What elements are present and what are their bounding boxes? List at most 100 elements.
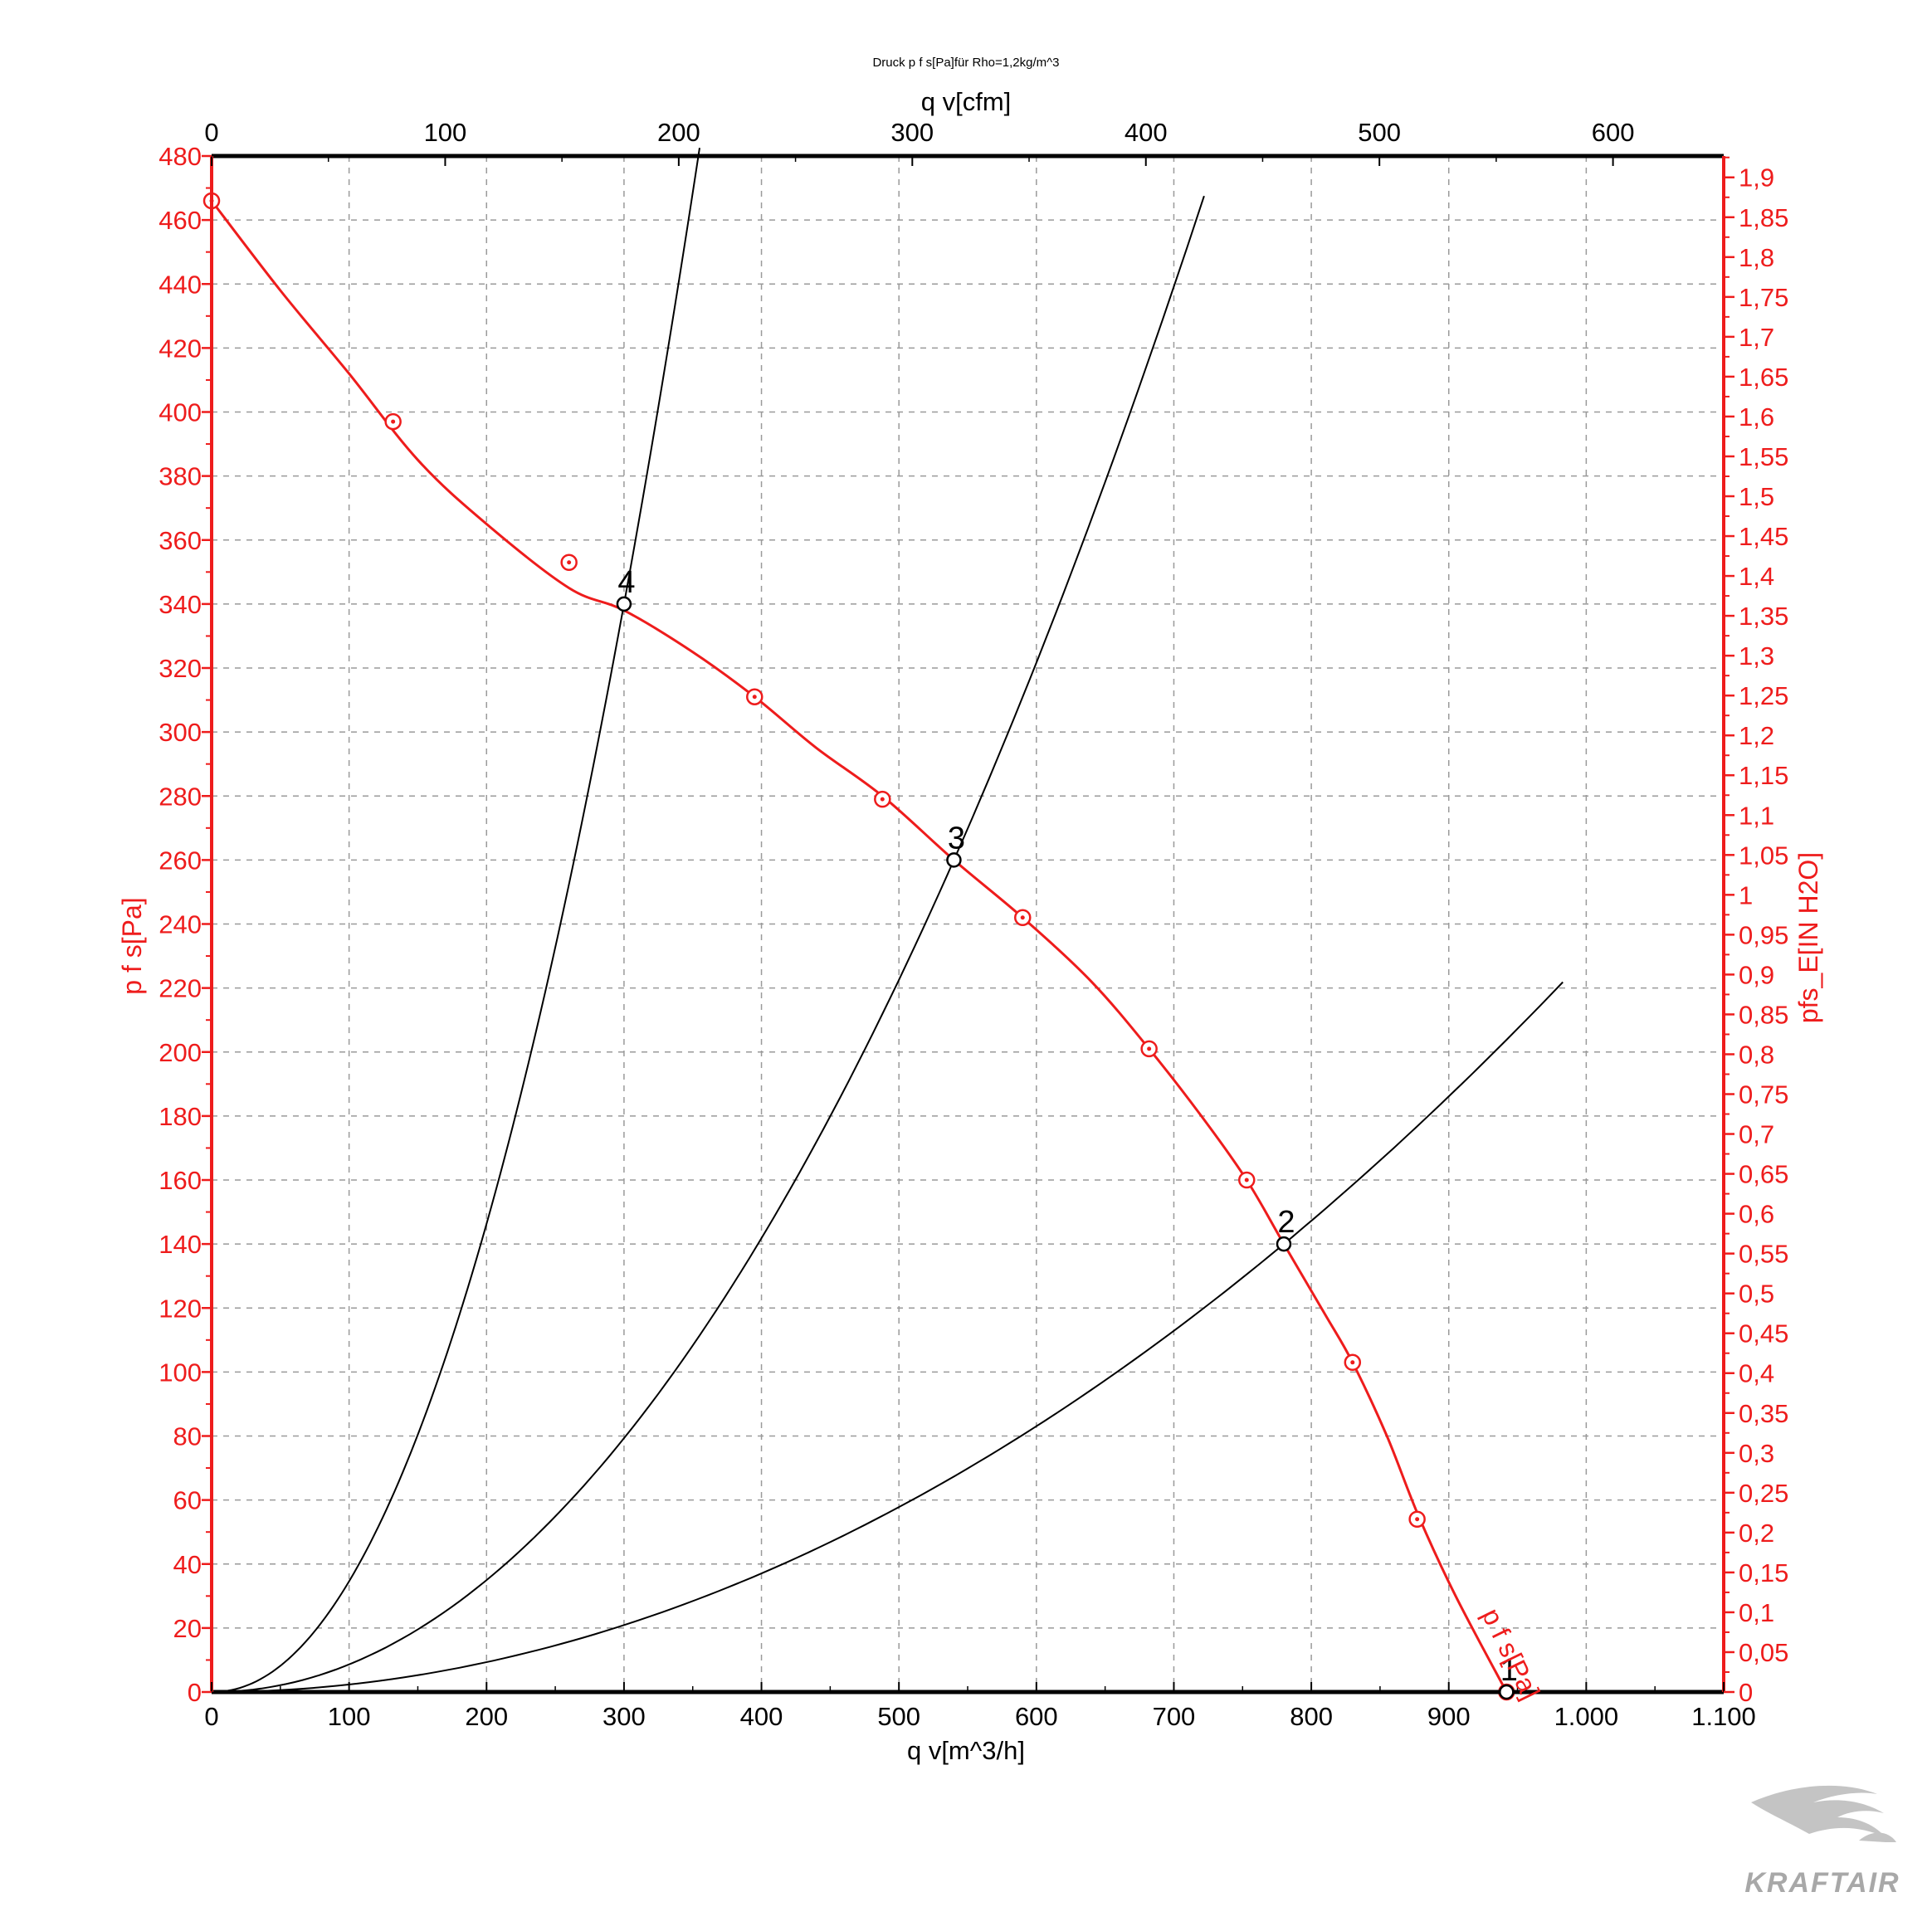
y-tick-label: 180 (159, 1102, 202, 1131)
operating-point-label: 2 (1277, 1205, 1295, 1240)
y2-tick-label: 0,05 (1739, 1638, 1788, 1667)
y-tick-label: 280 (159, 782, 202, 811)
y-tick-label: 200 (159, 1038, 202, 1067)
y2-tick-label: 1,9 (1739, 163, 1774, 193)
fan-curve-line (210, 200, 1508, 1693)
y2-tick-label: 0,1 (1739, 1598, 1774, 1627)
y2-tick-label: 0,3 (1739, 1439, 1774, 1468)
y2-tick-label: 0,9 (1739, 960, 1774, 989)
x2-tick-label: 100 (424, 118, 467, 147)
operating-points: 1 2 3 4 (616, 565, 1518, 1700)
y2-tick-label: 0,7 (1739, 1120, 1774, 1149)
y-tick-label: 480 (159, 142, 202, 171)
axes (202, 154, 1734, 1695)
y2-tick-label: 1,85 (1739, 203, 1788, 232)
system-curves (211, 148, 1564, 1693)
x2-tick-label: 500 (1358, 118, 1401, 147)
y2-tick-label: 0,8 (1739, 1040, 1774, 1069)
y2-tick-label: 0,75 (1739, 1080, 1788, 1109)
grid (212, 156, 1724, 1692)
y-tick-label: 300 (159, 718, 202, 747)
x-tick-label: 0 (204, 1702, 218, 1731)
system-curve-4 (211, 148, 700, 1693)
x2-tick-label: 600 (1592, 118, 1635, 147)
y-tick-label: 120 (159, 1294, 202, 1323)
y2-tick-label: 1,75 (1739, 283, 1788, 312)
y-tick-label: 160 (159, 1166, 202, 1195)
y-tick-label: 340 (159, 590, 202, 619)
fan-curve-marker-dot (1244, 1178, 1249, 1182)
y2-tick-label: 1,15 (1739, 761, 1788, 790)
y2-tick-label: 0,6 (1739, 1200, 1774, 1229)
y2-tick-label: 1,35 (1739, 602, 1788, 631)
x-tick-label: 900 (1427, 1702, 1471, 1731)
y2-tick-label: 1,7 (1739, 323, 1774, 352)
y2-tick-label: 1,8 (1739, 243, 1774, 272)
y-tick-label: 100 (159, 1358, 202, 1387)
fan-curve-marker-dot (1147, 1046, 1152, 1051)
chart-title: Druck p f s[Pa]für Rho=1,2kg/m^3 (872, 56, 1059, 70)
system-curve-3 (211, 195, 1205, 1693)
y-tick-label: 460 (159, 206, 202, 235)
y2-tick-label: 0,55 (1739, 1240, 1788, 1269)
y-tick-label: 360 (159, 526, 202, 555)
y-tick-label: 400 (159, 398, 202, 427)
x2-axis-label: q v[cfm] (921, 87, 1012, 116)
fan-curve-marker-dot (567, 560, 572, 565)
y2-tick-label: 1,3 (1739, 641, 1774, 670)
x-tick-label: 400 (740, 1702, 783, 1731)
y2-axis-label: pfs_E[IN H2O] (1793, 852, 1823, 1023)
y2-tick-label: 0,2 (1739, 1519, 1774, 1548)
y2-tick-label: 0,5 (1739, 1280, 1774, 1309)
y2-tick-label: 1,65 (1739, 363, 1788, 392)
x-tick-label: 700 (1153, 1702, 1196, 1731)
x2-tick-label: 300 (890, 118, 934, 147)
logo-text: KRAFTAIR (1744, 1867, 1900, 1899)
y-tick-label: 240 (159, 910, 202, 939)
y-tick-label: 0 (188, 1678, 202, 1707)
y2-tick-label: 0,35 (1739, 1399, 1788, 1428)
fan-curve-group (202, 192, 1515, 1701)
y2-tick-label: 1,2 (1739, 721, 1774, 750)
x-tick-label: 500 (877, 1702, 920, 1731)
y-tick-label: 40 (173, 1550, 202, 1579)
operating-point-2 (1276, 1236, 1292, 1252)
logo-swoosh-icon (1751, 1785, 1896, 1842)
y-tick-label: 80 (173, 1422, 202, 1451)
y2-tick-label: 0,4 (1739, 1359, 1774, 1388)
x-tick-label: 600 (1015, 1702, 1058, 1731)
y-tick-label: 380 (159, 462, 202, 491)
operating-point-1 (1499, 1684, 1515, 1700)
y2-tick-label: 1,4 (1739, 562, 1774, 591)
y2-tick-label: 1 (1739, 880, 1753, 909)
y2-tick-label: 1,25 (1739, 681, 1788, 710)
y2-tick-label: 0 (1739, 1678, 1753, 1707)
y2-tick-label: 0,85 (1739, 1000, 1788, 1029)
system-curve-2 (211, 981, 1564, 1693)
x2-tick-label: 400 (1125, 118, 1168, 147)
y2-tick-label: 1,45 (1739, 522, 1788, 551)
x2-tick-label: 200 (657, 118, 700, 147)
y2-tick-label: 1,5 (1739, 482, 1774, 511)
operating-point-label: 1 (1500, 1653, 1518, 1688)
x-tick-label: 1.000 (1554, 1702, 1619, 1731)
operating-point-3 (946, 852, 962, 868)
fan-curve-marker-dot (1415, 1517, 1420, 1522)
y2-tick-label: 0,45 (1739, 1319, 1788, 1348)
y-tick-label: 320 (159, 654, 202, 683)
y2-tick-label: 1,55 (1739, 442, 1788, 471)
x-tick-label: 800 (1290, 1702, 1333, 1731)
y-tick-label: 140 (159, 1230, 202, 1259)
y-tick-label: 220 (159, 974, 202, 1003)
fan-curve-marker-dot (391, 419, 396, 424)
x-tick-label: 100 (328, 1702, 371, 1731)
y-tick-label: 260 (159, 846, 202, 875)
operating-point-4 (616, 596, 632, 612)
y2-tick-label: 0,15 (1739, 1558, 1788, 1587)
y-tick-label: 440 (159, 270, 202, 299)
operating-point-label: 3 (948, 821, 965, 856)
y2-tick-label: 1,05 (1739, 841, 1788, 870)
y-axis-label: p f s[Pa] (117, 897, 147, 994)
